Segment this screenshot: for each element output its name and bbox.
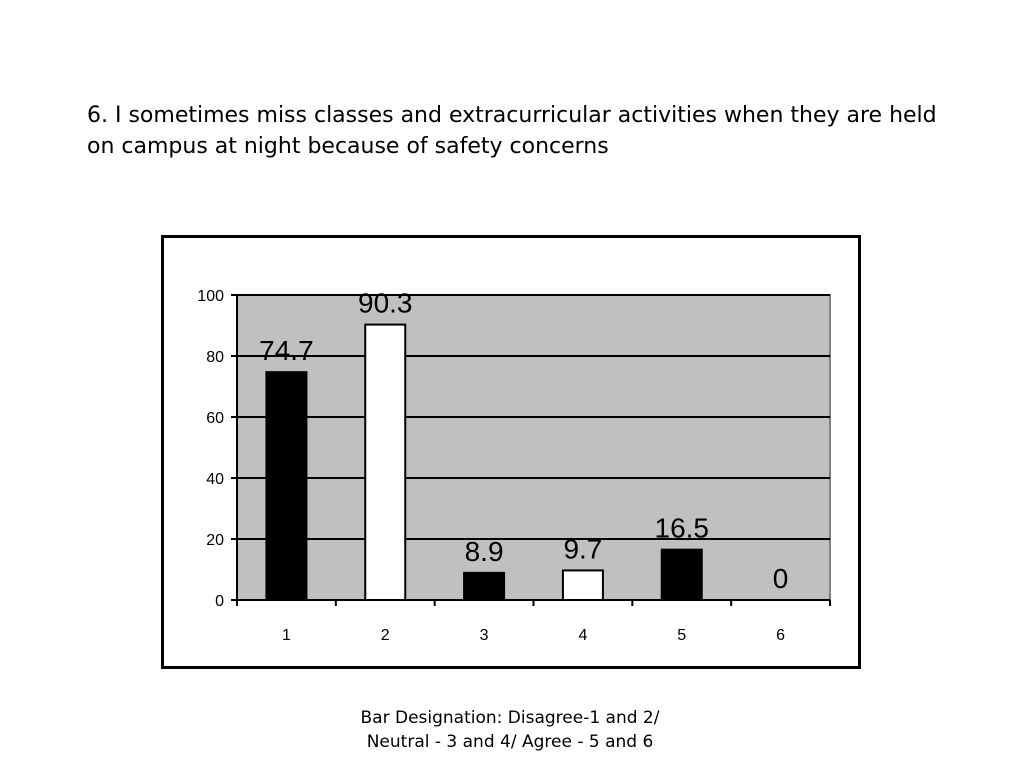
- y-tick-label: 60: [206, 410, 224, 427]
- bar-chart: 0 20 40 60 80 100 74.7 1 90.3 2 8.9 3 9.7 4 16.5 5 0 6: [197, 288, 831, 644]
- y-tick-label: 100: [197, 288, 224, 305]
- y-tick-label: 80: [206, 349, 224, 366]
- bar: [561, 569, 604, 602]
- x-tick-label: 2: [381, 627, 390, 644]
- bar: [364, 323, 407, 602]
- x-tick-label: 5: [677, 627, 686, 644]
- data-label: 74.7: [259, 335, 314, 366]
- bar: [265, 371, 308, 601]
- y-tick-label: 20: [206, 532, 224, 549]
- bar: [660, 548, 703, 601]
- data-label: 9.7: [563, 533, 602, 564]
- plot-area: [236, 294, 831, 601]
- x-tick-label: 3: [480, 627, 489, 644]
- data-label: 90.3: [358, 288, 413, 319]
- y-tick-label: 0: [215, 593, 224, 610]
- chart-frame: 0 20 40 60 80 100 74.7 1 90.3 2 8.9 3 9.7 4 16.5 5 0 6: [161, 235, 861, 669]
- y-tick-label: 40: [206, 471, 224, 488]
- data-label: 8.9: [465, 536, 504, 567]
- x-tick-label: 1: [282, 627, 291, 644]
- x-tick-label: 6: [776, 627, 785, 644]
- data-label: 16.5: [655, 513, 710, 544]
- bar: [463, 571, 506, 602]
- x-tick-label: 4: [578, 627, 587, 644]
- bar-designation-caption: Bar Designation: Disagree-1 and 2/ Neutr…: [360, 708, 660, 752]
- question-title: 6. I sometimes miss classes and extracur…: [87, 103, 937, 159]
- data-label: 0: [773, 563, 789, 594]
